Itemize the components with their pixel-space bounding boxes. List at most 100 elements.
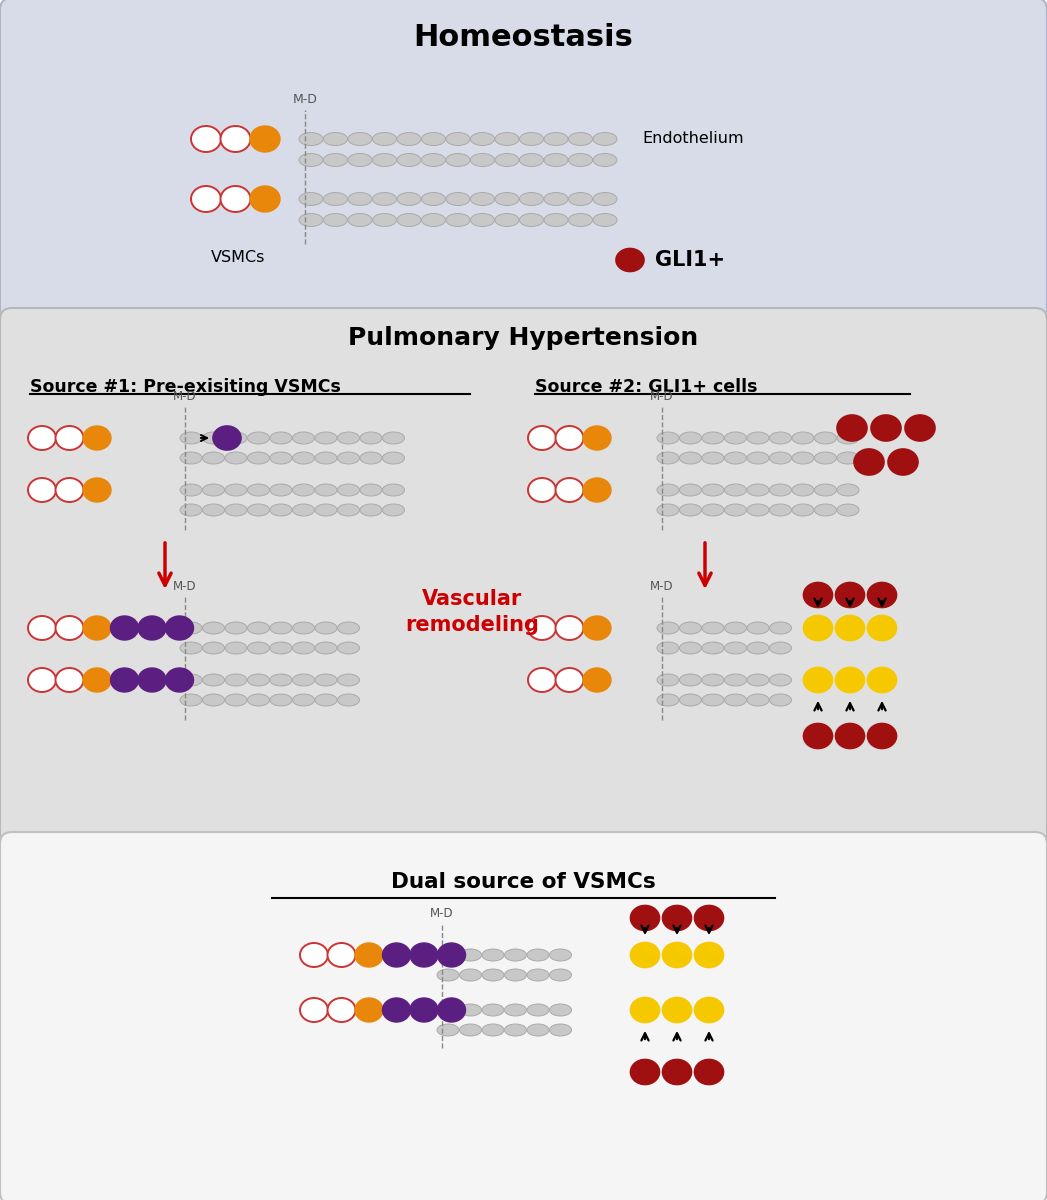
Ellipse shape (527, 1024, 549, 1036)
Ellipse shape (202, 642, 224, 654)
Ellipse shape (747, 642, 768, 654)
Ellipse shape (725, 432, 747, 444)
Ellipse shape (225, 694, 247, 706)
Ellipse shape (569, 214, 593, 227)
Ellipse shape (247, 674, 269, 686)
Ellipse shape (854, 449, 884, 475)
Ellipse shape (397, 154, 421, 167)
FancyBboxPatch shape (0, 308, 1047, 847)
Ellipse shape (770, 642, 792, 654)
Ellipse shape (528, 668, 556, 692)
Ellipse shape (747, 484, 768, 496)
Ellipse shape (630, 1060, 660, 1085)
Ellipse shape (422, 132, 446, 145)
Ellipse shape (792, 504, 814, 516)
Ellipse shape (191, 126, 221, 152)
Ellipse shape (382, 484, 404, 496)
Ellipse shape (680, 674, 701, 686)
Ellipse shape (446, 154, 470, 167)
Ellipse shape (815, 452, 837, 464)
Ellipse shape (658, 452, 680, 464)
Ellipse shape (770, 674, 792, 686)
Ellipse shape (180, 674, 202, 686)
Ellipse shape (701, 642, 723, 654)
Ellipse shape (299, 192, 324, 205)
Ellipse shape (658, 432, 680, 444)
Ellipse shape (680, 622, 701, 634)
Ellipse shape (519, 214, 543, 227)
Ellipse shape (382, 432, 404, 444)
Ellipse shape (270, 504, 292, 516)
Ellipse shape (528, 616, 556, 640)
Ellipse shape (725, 484, 747, 496)
Ellipse shape (495, 132, 519, 145)
Ellipse shape (663, 906, 691, 930)
Ellipse shape (337, 432, 359, 444)
Ellipse shape (868, 582, 896, 607)
Ellipse shape (836, 582, 865, 607)
Ellipse shape (315, 622, 337, 634)
Ellipse shape (803, 667, 832, 692)
Text: Pulmonary Hypertension: Pulmonary Hypertension (349, 326, 698, 350)
Ellipse shape (438, 943, 466, 967)
Ellipse shape (680, 642, 701, 654)
Ellipse shape (315, 504, 337, 516)
Ellipse shape (315, 642, 337, 654)
Ellipse shape (250, 126, 280, 152)
Ellipse shape (770, 694, 792, 706)
Ellipse shape (694, 997, 723, 1022)
Ellipse shape (180, 484, 202, 496)
Ellipse shape (747, 622, 768, 634)
Text: Endothelium: Endothelium (642, 132, 743, 146)
Ellipse shape (270, 432, 292, 444)
Ellipse shape (373, 154, 397, 167)
Ellipse shape (837, 452, 859, 464)
Ellipse shape (593, 154, 617, 167)
Ellipse shape (803, 582, 832, 607)
Ellipse shape (337, 694, 359, 706)
Ellipse shape (658, 674, 680, 686)
Ellipse shape (315, 484, 337, 496)
Ellipse shape (225, 452, 247, 464)
Ellipse shape (337, 642, 359, 654)
Ellipse shape (138, 668, 166, 692)
Ellipse shape (544, 192, 569, 205)
Ellipse shape (837, 504, 859, 516)
Ellipse shape (337, 484, 359, 496)
Ellipse shape (292, 504, 314, 516)
Ellipse shape (482, 970, 504, 982)
Ellipse shape (337, 452, 359, 464)
Ellipse shape (382, 452, 404, 464)
Ellipse shape (460, 1024, 482, 1036)
Ellipse shape (701, 452, 723, 464)
Ellipse shape (55, 616, 84, 640)
Ellipse shape (663, 942, 691, 967)
Ellipse shape (495, 214, 519, 227)
Ellipse shape (446, 132, 470, 145)
Ellipse shape (247, 504, 269, 516)
Ellipse shape (680, 484, 701, 496)
Ellipse shape (770, 484, 792, 496)
Ellipse shape (355, 943, 383, 967)
Ellipse shape (83, 426, 111, 450)
Ellipse shape (270, 484, 292, 496)
Text: Dual source of VSMCs: Dual source of VSMCs (392, 872, 655, 892)
FancyBboxPatch shape (0, 832, 1047, 1200)
Ellipse shape (446, 192, 470, 205)
Ellipse shape (247, 432, 269, 444)
Ellipse shape (292, 452, 314, 464)
Ellipse shape (221, 186, 250, 212)
Ellipse shape (460, 949, 482, 961)
Ellipse shape (630, 997, 660, 1022)
Ellipse shape (792, 432, 814, 444)
Ellipse shape (836, 667, 865, 692)
Ellipse shape (324, 154, 348, 167)
Ellipse shape (111, 616, 138, 640)
Ellipse shape (470, 132, 494, 145)
Text: GLI1+: GLI1+ (655, 250, 726, 270)
Ellipse shape (544, 154, 569, 167)
Ellipse shape (550, 1004, 572, 1016)
Ellipse shape (658, 642, 680, 654)
Ellipse shape (225, 432, 247, 444)
Ellipse shape (28, 426, 55, 450)
